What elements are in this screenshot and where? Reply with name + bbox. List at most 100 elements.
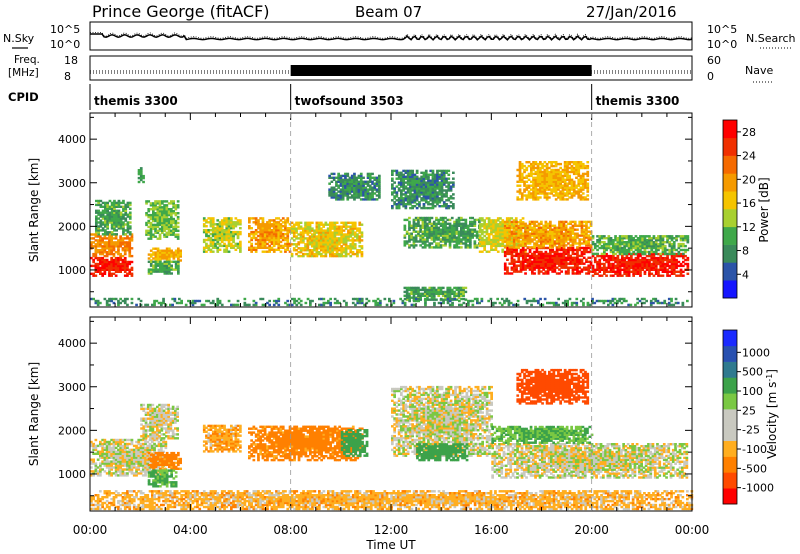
cell [405,232,409,235]
cell [483,221,486,224]
cell [627,266,631,270]
cell [158,223,162,227]
cell [558,228,561,231]
cell [113,205,116,208]
cell [614,260,617,264]
cell [684,262,687,266]
cell [332,178,336,181]
cell [545,170,549,174]
cell [211,232,215,236]
cell [248,217,251,220]
cell [358,245,362,248]
cell [442,193,446,196]
cell [156,206,160,209]
cell [356,254,359,258]
cell [344,241,348,244]
cell [515,226,518,229]
cell [494,246,498,249]
cell [485,229,489,232]
cell [344,235,348,238]
cell [315,225,319,228]
cell [115,203,118,207]
cell [584,172,587,176]
cell [571,250,575,254]
cell [553,256,557,259]
cell [580,230,584,233]
cell [585,246,588,250]
cell [534,170,538,174]
cell [393,195,396,198]
cell [306,231,310,234]
cell [512,268,516,271]
cell [408,224,411,227]
cell [559,184,562,187]
cell [130,268,134,271]
cell [587,244,591,247]
cell [110,201,114,205]
cell [142,180,145,184]
cell [542,254,545,258]
cell [510,250,514,254]
cell [159,259,162,262]
cell [566,166,569,170]
cell [338,243,341,246]
cell [205,219,208,222]
cell [335,227,339,230]
cell [156,249,160,252]
cell [531,252,534,256]
cell [518,166,522,170]
cell [156,260,160,263]
cell [524,232,527,235]
cell [455,238,459,241]
cell [587,246,591,250]
cell [426,292,429,295]
cell [378,182,381,185]
cell [525,194,529,197]
cell [124,233,128,236]
cell [364,192,368,195]
cell [419,234,422,237]
cell [581,174,585,178]
cell [589,224,593,227]
cell [445,203,448,206]
cell [485,250,489,253]
cell [521,250,525,254]
cell [535,224,539,227]
cell [168,253,171,256]
cell [117,264,120,268]
cell [340,247,343,250]
cell [478,230,482,234]
cell [128,207,132,210]
cell [436,171,439,174]
cell [154,255,158,258]
cell [216,219,220,222]
cell [596,272,599,275]
cell [596,244,599,248]
cell [587,230,591,233]
cell [577,174,581,178]
cell [112,258,116,262]
cell [306,245,310,248]
cell [176,212,180,215]
cell [362,192,365,195]
cell [527,174,531,178]
cell [603,272,606,275]
cell [533,260,536,263]
cell [359,176,363,179]
cell [521,244,525,247]
cell [541,180,544,183]
cell [99,251,102,254]
cell [432,236,436,239]
cell [550,188,553,191]
cell [455,226,459,229]
cell [284,227,287,230]
cell [535,264,539,267]
cell [368,192,372,195]
cell [682,256,685,260]
cell [344,182,347,185]
cell [462,288,465,292]
cell [270,219,274,222]
cell [552,188,556,191]
cell [534,162,538,166]
cell [559,186,562,189]
